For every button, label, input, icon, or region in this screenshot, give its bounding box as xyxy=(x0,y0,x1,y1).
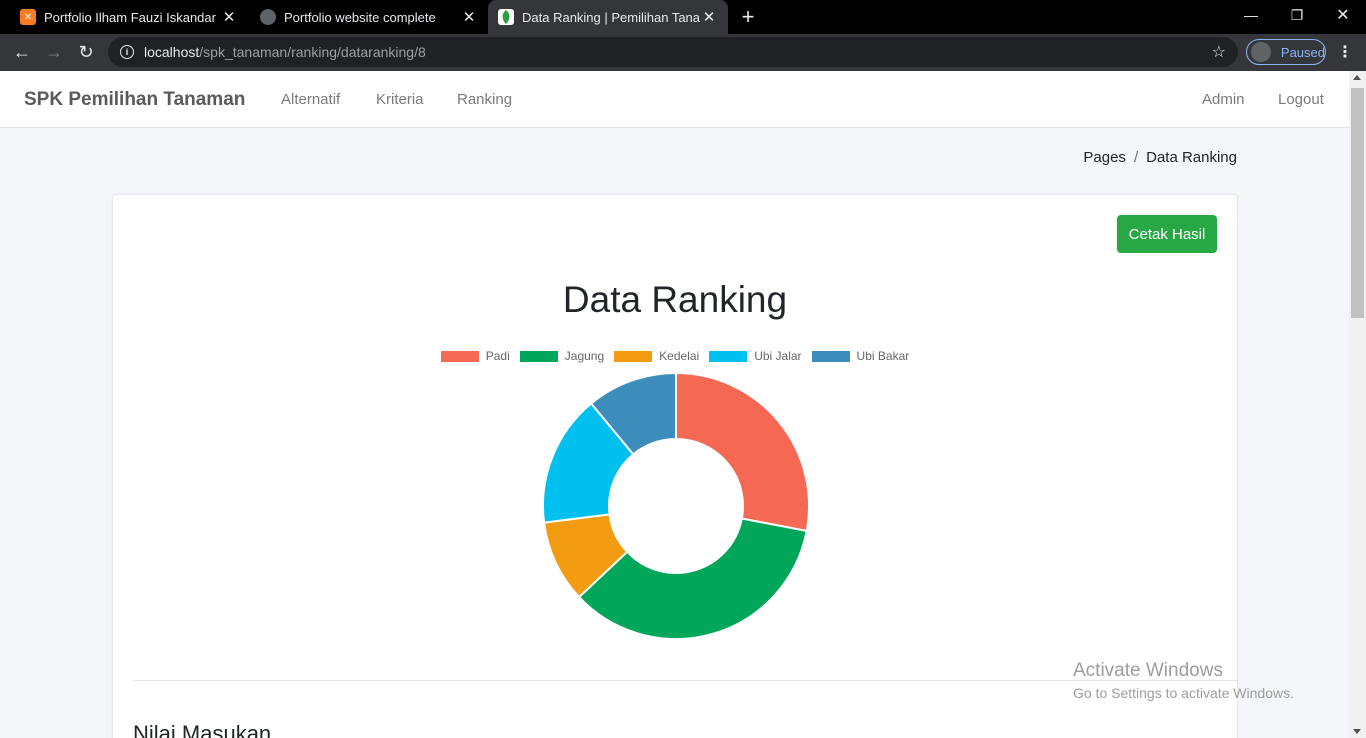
nav-link-admin[interactable]: Admin xyxy=(1202,91,1245,108)
donut-slice-ubi-bakar[interactable] xyxy=(589,371,677,456)
xampp-icon: ✕ xyxy=(20,9,36,25)
windows-activation-watermark: Activate Windows Go to Settings to activ… xyxy=(1073,660,1294,701)
browser-tab-3[interactable]: Data Ranking | Pemilihan Tanama ✕ xyxy=(488,0,728,34)
close-tab-icon[interactable]: ✕ xyxy=(702,9,716,26)
close-window-icon[interactable]: ✕ xyxy=(1336,7,1350,24)
divider xyxy=(133,680,1237,681)
legend-item[interactable]: Ubi Jalar xyxy=(709,349,802,363)
globe-icon xyxy=(260,9,276,25)
donut-slice-padi[interactable] xyxy=(675,371,810,533)
scroll-down-icon[interactable] xyxy=(1353,729,1361,734)
chart-legend: Padi Jagung Kedelai Ubi Jalar Ubi Bakar xyxy=(113,349,1237,363)
back-icon[interactable]: ← xyxy=(13,41,31,62)
legend-label: Padi xyxy=(485,349,510,363)
minimize-icon[interactable]: — xyxy=(1244,7,1258,23)
url-path: /spk_tanaman/ranking/dataranking/8 xyxy=(199,44,426,60)
watermark-line1: Activate Windows xyxy=(1073,660,1223,681)
nav-link-ranking[interactable]: Ranking xyxy=(457,91,513,108)
tab-title: Data Ranking | Pemilihan Tanama xyxy=(522,9,700,25)
new-tab-button[interactable]: + xyxy=(741,4,755,29)
bookmark-star-icon[interactable]: ☆ xyxy=(1211,44,1226,61)
breadcrumb-current: Data Ranking xyxy=(1146,149,1237,166)
legend-item[interactable]: Padi xyxy=(440,349,510,363)
ranking-card: Cetak Hasil Data Ranking Padi Jagung Kedel… xyxy=(112,194,1238,738)
address-bar[interactable]: i localhost /spk_tanaman/ranking/dataran… xyxy=(108,37,1238,67)
breadcrumb-pages[interactable]: Pages xyxy=(1083,149,1126,166)
scrollbar-thumb[interactable] xyxy=(1351,88,1364,318)
legend-label: Ubi Jalar xyxy=(754,349,802,363)
browser-tab-1[interactable]: ✕ Portfolio Ilham Fauzi Iskandar ✕ xyxy=(0,0,248,34)
legend-item[interactable]: Ubi Bakar xyxy=(811,349,910,363)
legend-label: Jagung xyxy=(564,349,605,363)
section-title: Nilai Masukan xyxy=(133,721,272,738)
nav-link-alternatif[interactable]: Alternatif xyxy=(281,91,341,108)
scroll-up-icon[interactable] xyxy=(1353,75,1361,80)
chart-title: Data Ranking xyxy=(562,279,788,320)
breadcrumb: Pages / Data Ranking xyxy=(1083,149,1237,166)
url-host: localhost xyxy=(144,44,200,60)
legend-label: Ubi Bakar xyxy=(856,349,910,363)
tab-title: Portfolio Ilham Fauzi Iskandar xyxy=(44,9,216,25)
close-tab-icon[interactable]: ✕ xyxy=(222,9,236,26)
browser-tab-2[interactable]: Portfolio website complete ✕ xyxy=(240,0,488,34)
leaf-icon xyxy=(498,9,514,25)
nav-link-kriteria[interactable]: Kriteria xyxy=(376,91,424,108)
close-tab-icon[interactable]: ✕ xyxy=(462,9,476,26)
legend-item[interactable]: Jagung xyxy=(519,349,605,363)
donut-chart xyxy=(542,371,810,640)
page-viewport: SPK Pemilihan Tanaman Alternatif Kriteri… xyxy=(0,71,1349,738)
forward-icon[interactable]: → xyxy=(45,41,63,62)
legend-swatch xyxy=(519,350,558,362)
watermark-line2: Go to Settings to activate Windows. xyxy=(1073,685,1294,701)
legend-swatch xyxy=(811,350,850,362)
legend-label: Kedelai xyxy=(659,349,700,363)
restore-icon[interactable]: ❐ xyxy=(1290,6,1304,23)
legend-swatch xyxy=(709,350,748,362)
legend-swatch xyxy=(440,350,479,362)
page-scrollbar[interactable] xyxy=(1349,71,1366,738)
donut-slice-jagung[interactable] xyxy=(577,517,808,640)
profile-button[interactable]: Paused xyxy=(1246,39,1326,65)
tab-title: Portfolio website complete xyxy=(284,9,436,25)
profile-status: Paused xyxy=(1280,44,1325,60)
browser-tab-bar: ✕ Portfolio Ilham Fauzi Iskandar ✕ Portf… xyxy=(0,0,1366,34)
avatar xyxy=(1251,42,1271,62)
browser-menu-icon[interactable]: ⋮ xyxy=(1337,44,1353,61)
reload-icon[interactable]: ↻ xyxy=(78,41,94,62)
legend-swatch xyxy=(614,350,653,362)
site-navbar: SPK Pemilihan Tanaman Alternatif Kriteri… xyxy=(0,71,1349,128)
legend-item[interactable]: Kedelai xyxy=(614,349,699,363)
print-result-button[interactable]: Cetak Hasil xyxy=(1117,215,1217,253)
browser-toolbar: ← → ↻ i localhost /spk_tanaman/ranking/d… xyxy=(0,34,1366,71)
site-brand[interactable]: SPK Pemilihan Tanaman xyxy=(24,89,246,110)
nav-link-logout[interactable]: Logout xyxy=(1278,91,1324,108)
breadcrumb-separator: / xyxy=(1133,149,1139,166)
site-info-icon[interactable]: i xyxy=(120,45,134,59)
